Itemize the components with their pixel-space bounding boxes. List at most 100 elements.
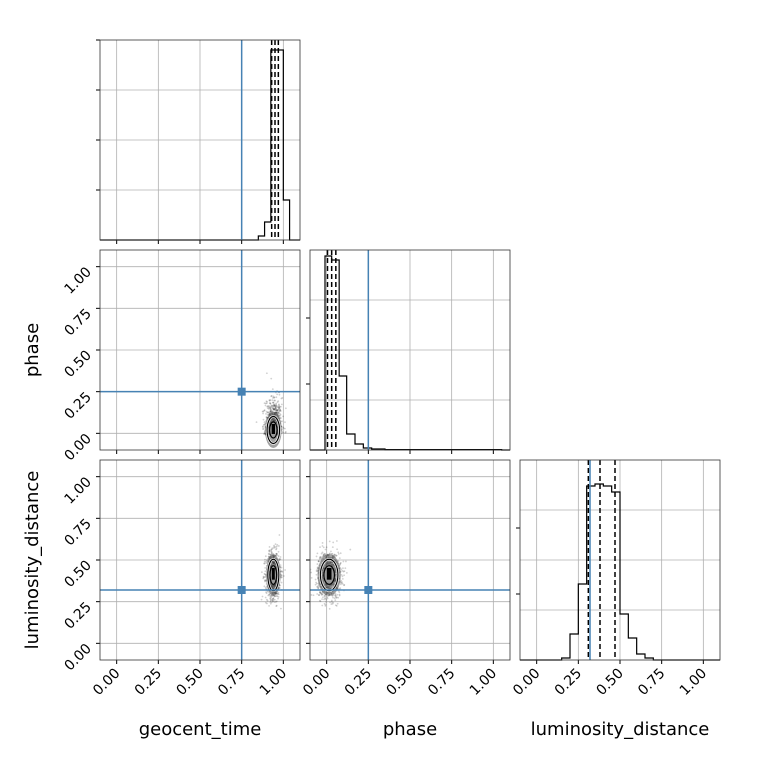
scatter-point xyxy=(273,408,276,411)
scatter-point xyxy=(269,602,272,605)
scatter-point xyxy=(278,412,281,415)
scatter-point xyxy=(320,592,323,595)
scatter-point xyxy=(274,399,276,402)
scatter-point xyxy=(263,585,266,588)
scatter-point xyxy=(274,404,276,407)
scatter-points xyxy=(255,372,287,448)
scatter-point xyxy=(275,547,278,550)
scatter-point xyxy=(333,554,336,556)
scatter-point xyxy=(261,428,264,430)
scatter-point xyxy=(278,559,281,561)
scatter-point xyxy=(264,570,267,573)
scatter-point xyxy=(329,552,331,555)
scatter-point xyxy=(275,405,278,407)
scatter-point xyxy=(271,410,274,412)
scatter-point xyxy=(277,592,279,595)
scatter-point xyxy=(276,406,279,409)
scatter-point xyxy=(277,407,280,410)
scatter-point xyxy=(338,594,341,597)
scatter-point xyxy=(272,406,274,408)
scatter-point xyxy=(271,407,274,409)
scatter-point xyxy=(276,543,279,546)
scatter-point xyxy=(269,410,272,413)
panel-border xyxy=(309,459,511,661)
scatter-point xyxy=(279,409,282,411)
scatter-point xyxy=(270,395,273,398)
scatter-point xyxy=(332,596,334,599)
scatter-point xyxy=(269,409,272,412)
scatter-point xyxy=(263,421,266,424)
scatter-point xyxy=(280,607,282,610)
scatter-point xyxy=(266,411,269,414)
scatter-point xyxy=(323,598,325,601)
scatter-point xyxy=(339,587,342,590)
scatter-point xyxy=(262,423,265,426)
scatter-point xyxy=(272,395,275,398)
scatter-point xyxy=(317,560,320,563)
scatter-point xyxy=(281,570,284,573)
scatter-point xyxy=(273,404,276,407)
scatter-point xyxy=(335,597,338,599)
scatter-point xyxy=(332,541,335,544)
x-tick-label: 0.50 xyxy=(383,666,416,699)
scatter-point xyxy=(329,601,331,604)
scatter-point xyxy=(264,558,266,561)
scatter-point xyxy=(263,431,266,434)
scatter-point xyxy=(274,407,277,410)
scatter-point xyxy=(349,548,352,551)
density-peak xyxy=(326,568,332,580)
scatter-point xyxy=(265,591,267,594)
scatter-point xyxy=(318,560,320,563)
scatter-point xyxy=(275,404,278,407)
scatter-point xyxy=(270,550,273,553)
scatter-point xyxy=(345,572,348,574)
scatter-point xyxy=(272,408,275,411)
scatter-point xyxy=(275,604,278,607)
scatter-point xyxy=(281,420,283,423)
scatter-point xyxy=(268,399,271,402)
scatter-point xyxy=(270,404,273,407)
x-tick-label: 0.75 xyxy=(635,666,668,699)
scatter-point xyxy=(314,583,317,586)
scatter-point xyxy=(264,555,267,558)
scatter-point xyxy=(325,546,328,549)
scatter-point xyxy=(325,599,328,601)
scatter-point xyxy=(263,576,266,578)
scatter-point xyxy=(270,599,273,601)
density-peak xyxy=(271,424,275,434)
scatter-point xyxy=(338,557,341,560)
scatter-point xyxy=(343,570,346,573)
scatter-point xyxy=(264,404,267,407)
scatter-point xyxy=(339,562,342,565)
scatter-point xyxy=(338,591,341,593)
scatter-point xyxy=(282,575,285,577)
scatter-point xyxy=(339,583,342,586)
scatter-point xyxy=(322,554,325,556)
scatter-point xyxy=(321,545,324,547)
scatter-point xyxy=(324,597,326,599)
scatter-point xyxy=(316,570,319,573)
scatter-point xyxy=(273,546,276,548)
scatter-point xyxy=(276,409,279,412)
scatter-point xyxy=(278,558,281,561)
scatter-point xyxy=(268,550,271,553)
scatter-point xyxy=(269,402,271,404)
truth-marker xyxy=(237,586,246,594)
scatter-panel-geocent_time-vs-phase: 0.00 0.25 0.50 0.75 1.00 xyxy=(61,249,301,464)
scatter-point xyxy=(325,601,327,603)
y-tick-label: 0.00 xyxy=(61,431,94,464)
scatter-point xyxy=(255,421,258,424)
scatter-point xyxy=(343,583,346,586)
y-axis-label-luminosity_distance: luminosity_distance xyxy=(22,471,43,650)
scatter-point xyxy=(271,600,274,603)
scatter-point xyxy=(275,553,278,555)
scatter-point xyxy=(263,423,266,425)
scatter-point xyxy=(319,600,322,603)
scatter-point xyxy=(276,554,279,557)
scatter-point xyxy=(270,601,273,604)
scatter-point xyxy=(321,542,324,544)
scatter-point xyxy=(268,399,271,401)
scatter-point xyxy=(342,567,344,570)
scatter-point xyxy=(276,409,278,412)
scatter-point xyxy=(261,410,264,413)
